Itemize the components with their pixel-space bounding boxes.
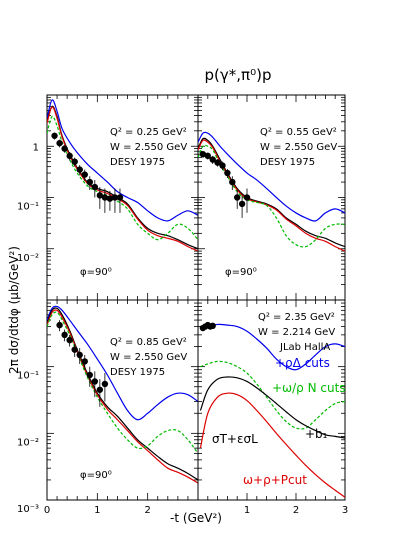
panel-annotation: Q² = 0.55 GeV² (260, 127, 337, 138)
data-point (56, 139, 63, 147)
x-tick-label: 3 (342, 505, 348, 516)
x-axis-label: -t (GeV²) (170, 511, 222, 525)
y-tick-label: 10⁻¹ (17, 202, 39, 213)
data-point (116, 194, 124, 201)
panel-bottom-right: 1 2 3 Q² = 2.35 GeV² W = 2.214 GeV JLab HallA… (197, 299, 348, 516)
data-point (86, 178, 93, 186)
data-point (234, 194, 241, 201)
data-point (243, 194, 251, 201)
curves (47, 305, 198, 484)
series-line (47, 115, 198, 241)
data-point (86, 371, 93, 379)
x-tick-label: 2 (293, 505, 299, 516)
curves (47, 99, 198, 252)
figure-title: p(γ*,π⁰)p (205, 66, 272, 84)
data-point (219, 162, 226, 169)
series-line (199, 376, 345, 439)
series-line (47, 309, 198, 484)
panel-annotation: W = 2.214 GeV (258, 327, 335, 338)
data-point (81, 358, 88, 365)
panel-annotation: DESY 1975 (110, 157, 165, 168)
data-point (91, 183, 99, 191)
data-point (209, 156, 216, 163)
data-point (61, 331, 68, 339)
data-point (229, 178, 236, 186)
data-point (71, 346, 78, 353)
panel-top-left: 1 10⁻¹ 10⁻² Q² = 0.25 GeV² W = 2.550 GeV DESY… (17, 94, 199, 301)
series-line (198, 144, 345, 248)
series-line (47, 99, 198, 222)
panel-annotation: Q² = 0.85 GeV² (110, 337, 187, 348)
panel-annotation: W = 2.550 GeV (110, 142, 187, 153)
panel-top-right: Q² = 0.55 GeV² W = 2.550 GeV DESY 1975 φ=90… (197, 94, 346, 301)
data-points (51, 132, 124, 213)
series-line (200, 360, 345, 430)
panel-annotation: W = 2.550 GeV (260, 142, 337, 153)
data-point (204, 152, 211, 160)
x-tick-label: 0 (44, 505, 50, 516)
data-point (106, 195, 114, 202)
panel-annotation: W = 2.550 GeV (110, 352, 187, 363)
panel-annotation: JLab HallA (279, 342, 330, 353)
x-tick-label: 1 (244, 505, 250, 516)
panels: 1 10⁻¹ 10⁻² Q² = 0.25 GeV² W = 2.550 GeV DESY… (17, 94, 348, 516)
legend-entry: ω+ρ+Pcut (243, 473, 307, 487)
panel-bottom-left: 10⁻¹ 10⁻² 10⁻³ 0 1 2 Q² = 0.85 GeV² W = 2.550 G… (17, 299, 199, 516)
data-point (91, 378, 99, 385)
series-line (47, 311, 198, 454)
data-points (56, 320, 109, 407)
panel-annotation: φ=90⁰ (80, 470, 112, 481)
x-tick-label: 1 (94, 505, 100, 516)
y-tick-label: 10⁻² (17, 437, 39, 448)
data-point (209, 322, 216, 330)
data-point (96, 386, 104, 393)
data-point (61, 145, 68, 152)
panel-annotation: Q² = 0.25 GeV² (110, 127, 187, 138)
data-point (51, 132, 58, 139)
data-point (101, 380, 109, 388)
data-point (66, 152, 73, 160)
series-line (47, 307, 198, 481)
data-points (199, 321, 216, 332)
y-tick-label: 10⁻¹ (17, 371, 39, 382)
y-tick-label: 10⁻² (17, 253, 39, 264)
data-point (66, 336, 73, 344)
legend-entry: σT+εσL (212, 432, 258, 446)
y-tick-label: 1 (33, 142, 39, 153)
panel-annotation: φ=90⁰ (225, 267, 257, 278)
data-point (96, 192, 104, 199)
data-point (238, 200, 246, 208)
panel-annotation: DESY 1975 (110, 367, 165, 378)
data-point (199, 150, 207, 158)
data-point (224, 169, 231, 177)
y-axis-label: 2π dσ/dtdφ (μb/GeV²) (7, 246, 21, 374)
data-point (101, 194, 109, 201)
data-point (76, 351, 83, 359)
legend-entry: +ω/ρ N cuts (272, 381, 346, 395)
panel-annotation: φ=90⁰ (80, 267, 112, 278)
data-point (56, 321, 63, 329)
series-line (198, 131, 345, 222)
panel-frame (197, 94, 346, 301)
data-points (199, 150, 251, 218)
data-point (71, 158, 78, 165)
legend-entry: +ρΔ cuts (275, 356, 330, 370)
series-line (199, 392, 345, 498)
data-point (214, 159, 221, 166)
x-tick-label: 2 (144, 505, 150, 516)
legend-entry: +b₁ (305, 427, 328, 441)
panel-annotation: Q² = 2.35 GeV² (258, 312, 335, 323)
series-line (198, 137, 345, 248)
panel-annotation: DESY 1975 (260, 157, 315, 168)
curves (198, 131, 345, 252)
data-point (111, 194, 119, 201)
data-point (76, 166, 83, 173)
curves (199, 323, 345, 498)
data-point (81, 171, 88, 178)
series-line (200, 323, 345, 371)
panel-frame (197, 299, 346, 501)
y-tick-label: 10⁻³ (17, 504, 39, 515)
series-line (47, 305, 198, 421)
